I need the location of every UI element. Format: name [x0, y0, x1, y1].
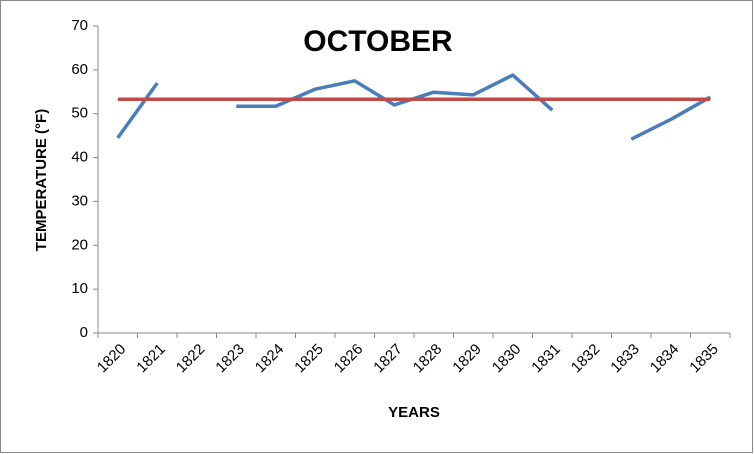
y-tick-label: 40 [71, 149, 88, 166]
y-tick-label: 0 [80, 324, 88, 341]
chart-title: OCTOBER [303, 25, 453, 58]
y-tick-label: 30 [71, 192, 88, 209]
y-tick-label: 70 [71, 17, 88, 34]
y-tick-label: 10 [71, 280, 88, 297]
y-tick-label: 20 [71, 236, 88, 253]
x-axis-label: YEARS [388, 404, 440, 421]
y-tick-label: 60 [71, 61, 88, 78]
y-tick-label: 50 [71, 105, 88, 122]
y-axis-label: TEMPERATURE (°F) [33, 109, 50, 251]
